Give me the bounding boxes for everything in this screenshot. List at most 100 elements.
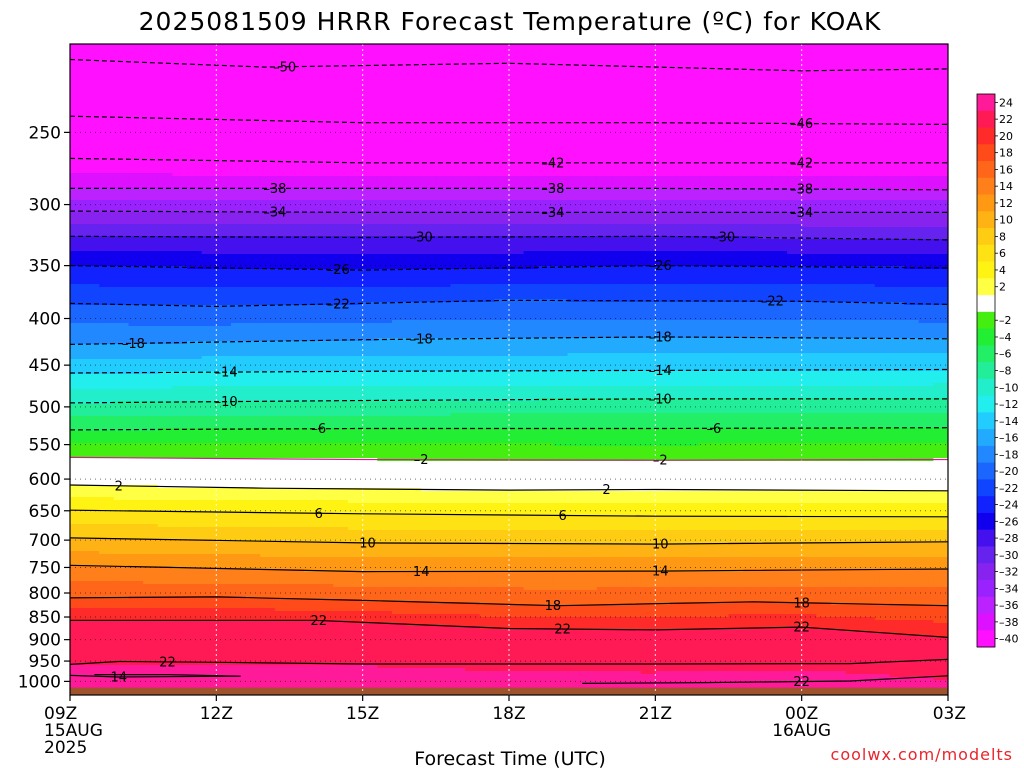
fill-cell bbox=[70, 389, 86, 405]
fill-cell bbox=[260, 341, 276, 357]
fill-cell bbox=[494, 413, 510, 429]
fill-cell bbox=[538, 299, 554, 321]
fill-cell bbox=[230, 212, 247, 225]
fill-cell bbox=[787, 320, 803, 339]
fill-cell bbox=[669, 284, 686, 303]
fill-cell bbox=[918, 491, 934, 504]
fill-cell bbox=[552, 545, 569, 558]
fill-cell bbox=[801, 212, 817, 228]
fill-cell bbox=[157, 554, 174, 567]
fill-cell bbox=[582, 44, 598, 177]
fill-cell bbox=[787, 569, 803, 588]
fill-cell bbox=[640, 461, 656, 492]
fill-cell bbox=[406, 602, 422, 615]
fill-cell bbox=[172, 443, 188, 459]
fill-cell bbox=[787, 443, 803, 462]
fill-cell bbox=[377, 287, 393, 303]
fill-cell bbox=[260, 443, 276, 459]
fill-cell bbox=[567, 629, 583, 672]
fill-cell bbox=[713, 428, 730, 444]
fill-cell bbox=[933, 287, 948, 306]
fill-cell bbox=[304, 416, 320, 429]
fill-cell bbox=[830, 605, 847, 618]
fill-cell bbox=[860, 188, 876, 201]
fill-cell bbox=[845, 239, 861, 255]
fill-cell bbox=[128, 236, 144, 252]
fill-cell bbox=[260, 599, 276, 609]
fill-cell bbox=[523, 515, 539, 531]
fill-cell bbox=[245, 554, 261, 570]
fill-cell bbox=[728, 428, 744, 444]
fill-cell bbox=[933, 239, 948, 255]
fill-cell bbox=[318, 428, 334, 444]
fill-cell bbox=[874, 587, 891, 606]
fill-cell bbox=[509, 224, 525, 237]
fill-cell bbox=[377, 200, 393, 213]
fill-cell bbox=[172, 416, 188, 429]
fill-cell bbox=[450, 188, 466, 201]
fill-cell bbox=[187, 371, 203, 387]
fill-cell bbox=[128, 44, 144, 174]
fill-cell bbox=[216, 443, 232, 459]
fill-cell bbox=[289, 584, 305, 600]
fill-cell bbox=[509, 188, 525, 201]
fill-cell bbox=[245, 305, 261, 324]
fill-cell bbox=[318, 620, 334, 666]
fill-cell bbox=[582, 320, 598, 339]
fill-cell bbox=[655, 572, 671, 588]
colorbar-swatch bbox=[977, 177, 995, 196]
fill-cell bbox=[494, 338, 510, 357]
fill-cell bbox=[479, 269, 495, 285]
fill-cell bbox=[611, 251, 627, 267]
fill-cell bbox=[889, 239, 905, 255]
fill-cell bbox=[596, 572, 613, 588]
fill-cell bbox=[113, 200, 130, 213]
fill-cell bbox=[318, 323, 334, 342]
fill-cell bbox=[201, 176, 217, 189]
fill-cell bbox=[933, 305, 948, 324]
fill-cell bbox=[655, 587, 671, 606]
fill-cell bbox=[787, 284, 803, 303]
fill-cell bbox=[552, 413, 569, 429]
fill-cell bbox=[757, 44, 773, 177]
fill-cell bbox=[172, 458, 188, 489]
fill-cell bbox=[230, 323, 247, 342]
fill-cell bbox=[187, 224, 203, 237]
fill-cell bbox=[348, 623, 364, 666]
fill-cell bbox=[626, 557, 642, 573]
fill-cell bbox=[626, 398, 642, 414]
fill-cell bbox=[274, 305, 291, 324]
fill-cell bbox=[421, 530, 437, 543]
fill-cell bbox=[757, 200, 773, 213]
isotherm-label: –46 bbox=[790, 117, 813, 132]
fill-cell bbox=[274, 584, 291, 600]
fill-cell bbox=[84, 389, 100, 405]
colorbar-label: 8 bbox=[999, 230, 1006, 243]
fill-cell bbox=[230, 542, 247, 555]
fill-cell bbox=[860, 503, 876, 519]
fill-cell bbox=[289, 512, 305, 528]
fill-cell bbox=[845, 353, 861, 372]
isotherm-label: –30 bbox=[410, 231, 433, 246]
fill-cell bbox=[640, 176, 656, 189]
fill-cell bbox=[699, 443, 715, 462]
fill-cell bbox=[465, 413, 481, 429]
fill-cell bbox=[348, 557, 364, 573]
fill-cell bbox=[816, 602, 832, 618]
fill-cell bbox=[626, 386, 642, 399]
fill-cell bbox=[552, 491, 569, 504]
fill-cell bbox=[933, 353, 948, 372]
fill-cell bbox=[655, 398, 671, 414]
fill-cell bbox=[845, 320, 861, 339]
fill-cell bbox=[99, 485, 115, 498]
fill-cell bbox=[611, 428, 627, 447]
fill-cell bbox=[728, 266, 744, 285]
fill-cell bbox=[933, 413, 948, 429]
fill-cell bbox=[845, 557, 861, 570]
fill-cell bbox=[201, 620, 217, 666]
fill-cell bbox=[157, 326, 174, 345]
fill-cell bbox=[918, 443, 934, 462]
colorbar-label: –34 bbox=[999, 582, 1019, 595]
fill-cell bbox=[728, 614, 744, 630]
fill-cell bbox=[274, 341, 291, 357]
